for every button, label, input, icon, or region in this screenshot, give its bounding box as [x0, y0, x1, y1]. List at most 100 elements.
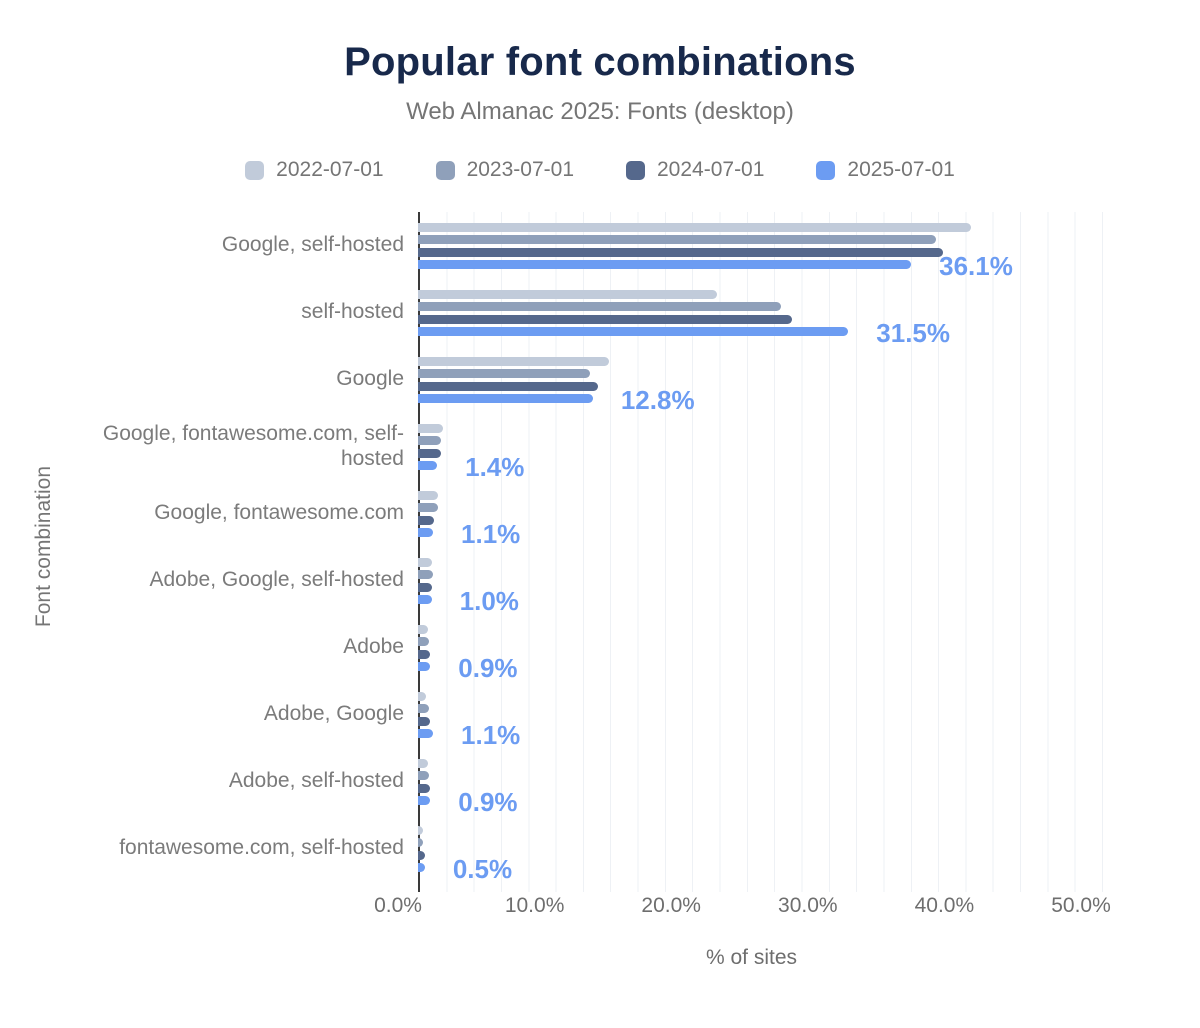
bar-2023-07-01 — [418, 436, 442, 445]
bar-2024-07-01 — [418, 448, 442, 458]
bar-group: 1.0% — [418, 547, 1125, 614]
x-tick-label: 10.0% — [504, 894, 565, 917]
legend-swatch-icon — [435, 160, 455, 180]
bar-group: 12.8% — [418, 346, 1125, 413]
bar-2025-07-01 — [418, 863, 425, 872]
bar-2025-07-01 — [418, 796, 431, 805]
legend-label: 2024-07-01 — [657, 158, 765, 181]
bar-group: 0.5% — [418, 815, 1125, 882]
bar-2024-07-01 — [418, 582, 432, 592]
value-label: 1.1% — [461, 519, 521, 549]
category-label: Adobe — [343, 635, 404, 659]
bar-2024-07-01 — [418, 783, 431, 793]
bar-2022-07-01 — [418, 423, 443, 433]
plot-rows: Google, self-hosted 36.1% self-hosted 31.5%… — [68, 212, 1125, 882]
x-tick-label: 40.0% — [914, 894, 975, 917]
legend-label: 2022-07-01 — [276, 158, 384, 181]
chart-row: Google, fontawesome.com 1.1% — [68, 480, 1125, 547]
value-label: 1.4% — [465, 452, 525, 482]
chart-subtitle: Web Almanac 2025: Fonts (desktop) — [406, 98, 794, 125]
chart-area: Font combination Google, self-hosted 36.1… — [20, 212, 1200, 892]
value-label: 0.9% — [458, 787, 518, 817]
legend-item-2024-07-01[interactable]: 2024-07-01 — [626, 158, 764, 182]
bar-2023-07-01 — [418, 235, 936, 244]
legend-item-2023-07-01[interactable]: 2023-07-01 — [435, 158, 574, 182]
chart-row: Adobe 0.9% — [68, 614, 1125, 681]
legend-item-2022-07-01[interactable]: 2022-07-01 — [245, 158, 384, 182]
bar-2022-07-01 — [418, 691, 427, 701]
chart-row: self-hosted 31.5% — [68, 279, 1125, 346]
bar-2025-07-01 — [418, 528, 434, 537]
legend-swatch-icon — [816, 160, 836, 180]
chart-row: Adobe, Google 1.1% — [68, 681, 1125, 748]
chart-row: Google, self-hosted 36.1% — [68, 212, 1125, 279]
legend-swatch-icon — [626, 160, 645, 180]
value-label: 36.1% — [939, 251, 1013, 281]
chart-row: Adobe, self-hosted 0.9% — [68, 748, 1125, 815]
bar-group: 1.1% — [418, 681, 1125, 748]
bar-group: 31.5% — [418, 279, 1125, 346]
chart-row: fontawesome.com, self-hosted 0.5% — [68, 815, 1125, 882]
bar-2024-07-01 — [418, 247, 943, 257]
chart-title: Popular font combinations — [344, 40, 856, 84]
x-tick-label: 0.0% — [374, 894, 422, 917]
x-axis-title-row: % of sites — [398, 946, 1105, 970]
y-axis-title-column: Font combination — [20, 212, 68, 882]
bar-2024-07-01 — [418, 314, 793, 324]
bar-2023-07-01 — [418, 302, 782, 311]
bar-2025-07-01 — [418, 662, 431, 671]
bar-2025-07-01 — [418, 729, 434, 738]
category-label: Google, fontawesome.com — [154, 501, 404, 525]
value-label: 0.5% — [452, 854, 513, 884]
bar-2025-07-01 — [418, 394, 593, 403]
x-tick-label: 20.0% — [641, 894, 701, 917]
chart-row: Google 12.8% — [68, 346, 1125, 413]
bar-2023-07-01 — [418, 369, 591, 378]
bar-group: 0.9% — [418, 748, 1125, 815]
value-label: 1.1% — [461, 720, 521, 750]
legend-label: 2023-07-01 — [466, 158, 574, 181]
bar-group: 1.1% — [418, 480, 1125, 547]
gridlines-and-axis-line — [418, 212, 1125, 892]
plot-area: Google, self-hosted 36.1% self-hosted 31.5%… — [68, 212, 1125, 892]
x-tick-label: 30.0% — [778, 894, 838, 917]
bar-2022-07-01 — [418, 758, 428, 768]
bar-2024-07-01 — [418, 515, 435, 525]
category-label: Adobe, Google, self-hosted — [149, 568, 404, 592]
legend: 2022-07-01 2023-07-01 2024-07-01 2025-07-01 — [0, 158, 1200, 182]
bar-2022-07-01 — [418, 624, 428, 634]
chart-row: Adobe, Google, self-hosted 1.0% — [68, 547, 1125, 614]
bar-2023-07-01 — [418, 570, 434, 579]
bar-2023-07-01 — [418, 503, 439, 512]
bar-2022-07-01 — [418, 825, 424, 835]
value-label: 31.5% — [876, 318, 951, 348]
bar-2024-07-01 — [418, 850, 425, 860]
category-label: Google, fontawesome.com, self-hosted — [102, 421, 404, 470]
value-label: 0.9% — [458, 653, 518, 683]
bar-2025-07-01 — [418, 595, 432, 604]
legend-item-2025-07-01[interactable]: 2025-07-01 — [816, 158, 955, 182]
bar-2025-07-01 — [418, 327, 849, 336]
category-label: Adobe, self-hosted — [228, 769, 404, 793]
bar-2022-07-01 — [418, 222, 972, 232]
bar-group: 1.4% — [418, 413, 1125, 480]
bar-group: 0.9% — [418, 614, 1125, 681]
bar-2024-07-01 — [418, 716, 431, 726]
legend-swatch-icon — [245, 160, 265, 180]
x-axis: 0.0% 10.0% 20.0% 30.0% 40.0% 50.0% — [374, 894, 1111, 924]
category-label: Adobe, Google — [263, 702, 404, 726]
bar-group: 36.1% — [418, 212, 1125, 279]
value-label: 12.8% — [620, 385, 695, 415]
x-axis-title: % of sites — [705, 946, 798, 969]
category-label: self-hosted — [301, 300, 404, 324]
bar-2025-07-01 — [418, 260, 912, 269]
value-label: 1.0% — [459, 586, 519, 616]
bar-2024-07-01 — [418, 381, 599, 391]
bar-2025-07-01 — [418, 461, 438, 470]
x-tick-label: 50.0% — [1051, 894, 1111, 917]
bar-2023-07-01 — [418, 771, 429, 780]
y-axis-title: Font combination — [32, 466, 55, 628]
category-label: Google, self-hosted — [221, 233, 404, 257]
bar-2022-07-01 — [418, 557, 432, 567]
bar-2022-07-01 — [418, 289, 718, 299]
